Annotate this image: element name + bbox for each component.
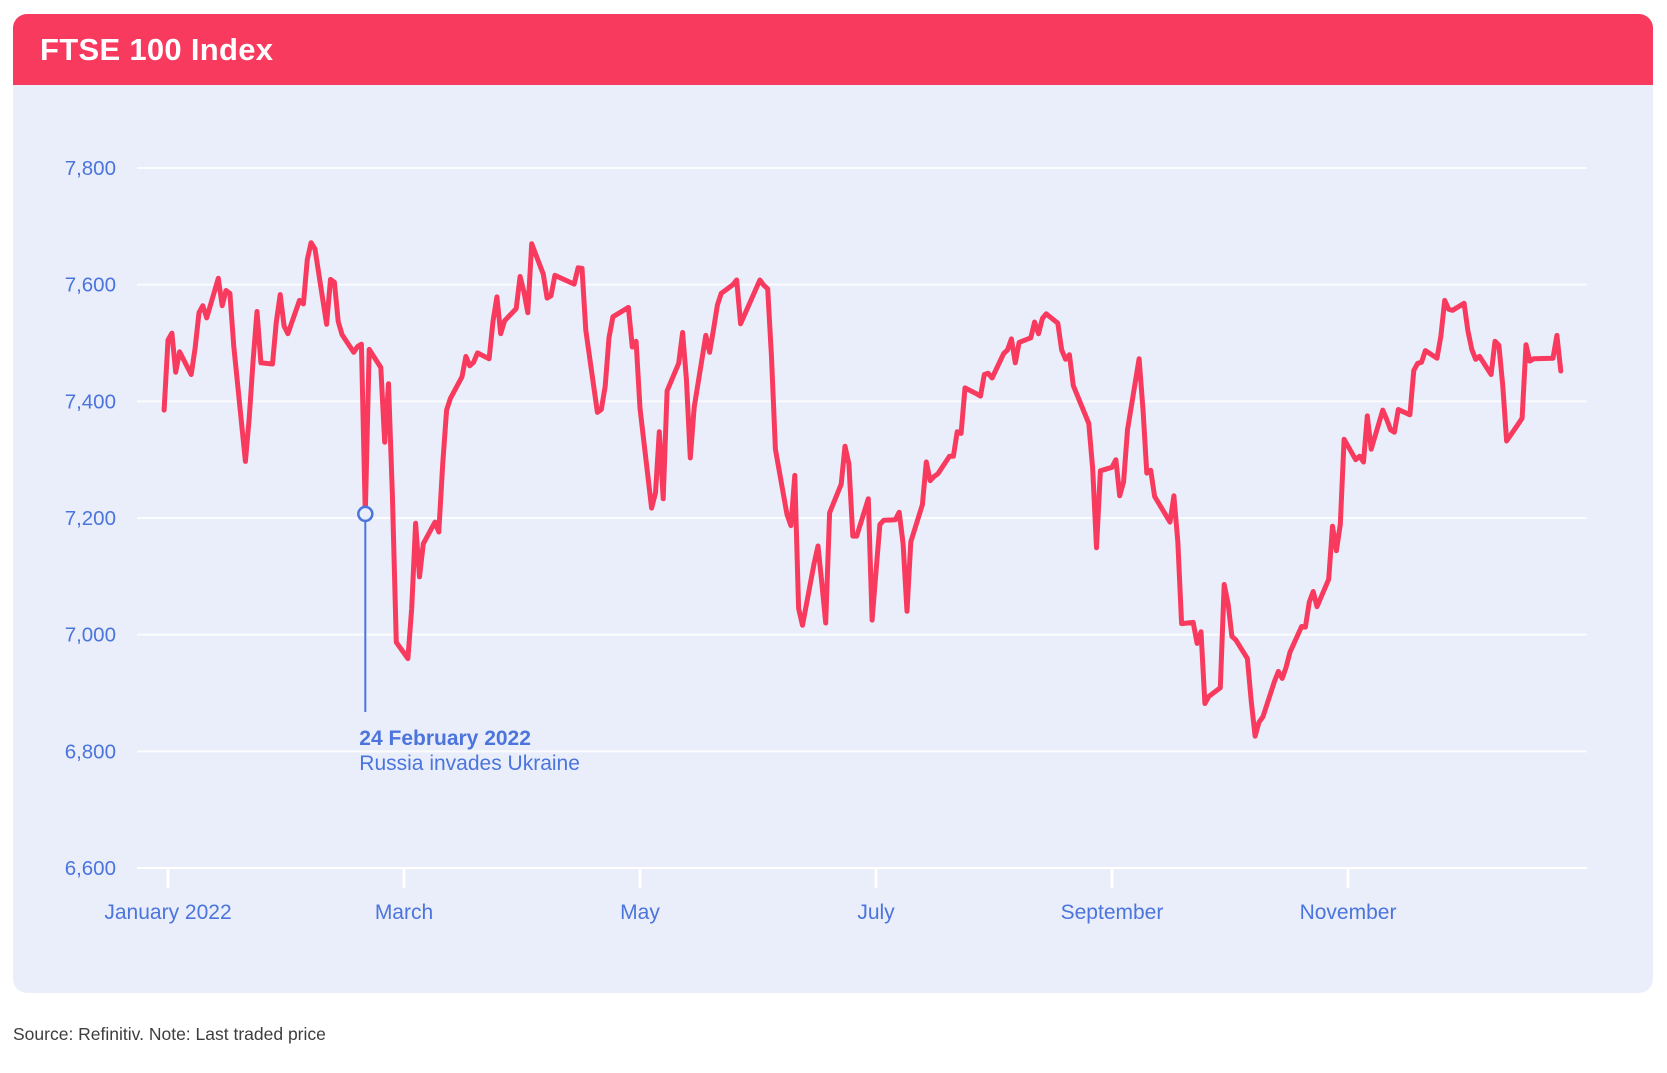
x-axis-label: January 2022 [104,901,231,924]
annotation-event: Russia invades Ukraine [359,752,580,775]
x-axis-label: November [1300,901,1397,924]
y-axis-label: 7,800 [65,157,116,180]
annotation-marker [357,505,374,523]
chart-body [13,85,1653,993]
chart-title: FTSE 100 Index [40,31,274,67]
price-line [161,240,1564,739]
source-note: Source: Refinitiv. Note: Last traded pri… [13,1024,326,1044]
annotation-date: 24 February 2022 [359,727,531,750]
y-axis-label: 7,600 [65,274,116,297]
chart-header: FTSE 100 Index [13,14,1653,85]
x-axis-label: September [1061,901,1164,924]
y-axis-label: 6,800 [65,740,116,763]
x-axis-label: March [375,901,433,924]
chart-card: FTSE 100 Index [13,14,1653,993]
x-axis-label: July [857,901,895,924]
annotation-label: 24 February 2022 Russia invades Ukraine [359,726,580,776]
x-axis-label: May [620,901,660,924]
y-axis-label: 7,400 [65,390,116,413]
y-axis-label: 7,200 [65,507,116,530]
y-axis-label: 7,000 [65,624,116,647]
y-axis-label: 6,600 [65,857,116,880]
